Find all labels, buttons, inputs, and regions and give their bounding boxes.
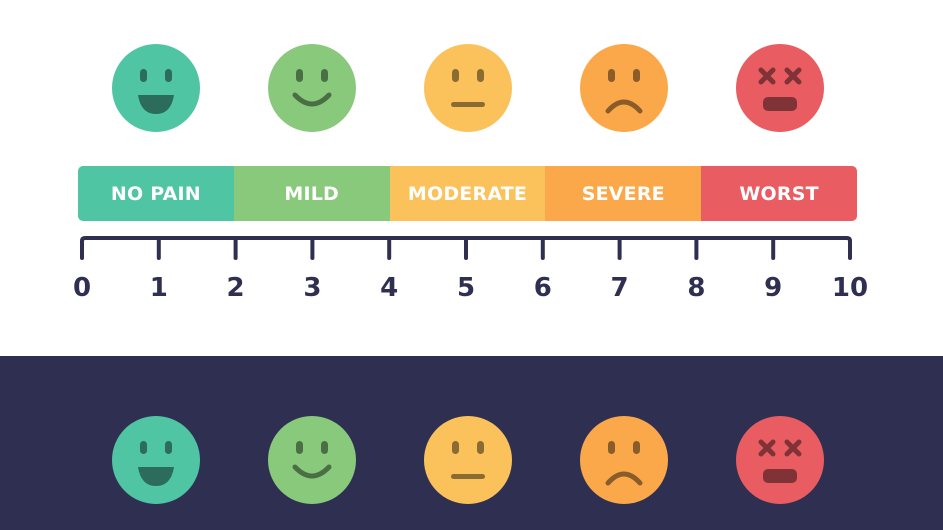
neutral-face-icon	[423, 415, 513, 505]
smiling-face-icon	[267, 415, 357, 505]
tick-label: 9	[764, 273, 782, 303]
very-happy-face-icon	[111, 43, 201, 133]
tick-label: 4	[380, 273, 398, 303]
very-happy-face-icon	[111, 415, 201, 505]
smiling-face-icon	[267, 43, 357, 133]
tick-label: 5	[457, 273, 475, 303]
segment-no-pain: NO PAIN	[78, 166, 234, 221]
tick-label: 8	[687, 273, 705, 303]
tick-label: 0	[73, 273, 91, 303]
neutral-face-icon	[423, 43, 513, 133]
tick-label: 1	[150, 273, 168, 303]
tick-label: 7	[611, 273, 629, 303]
sad-face-icon	[579, 43, 669, 133]
segment-worst: WORST	[701, 166, 857, 221]
tick-label: 3	[303, 273, 321, 303]
tick-label: 10	[832, 273, 868, 303]
tick-label: 2	[227, 273, 245, 303]
dizzy-face-icon	[735, 43, 825, 133]
dizzy-face-icon	[735, 415, 825, 505]
segment-moderate: MODERATE	[389, 166, 546, 221]
bottom-panel	[0, 356, 943, 530]
segment-severe: SEVERE	[545, 166, 702, 221]
top-panel: NO PAIN MILD MODERATE SEVERE WORST 0 1 2 3 4…	[72, 43, 869, 303]
segment-mild: MILD	[233, 166, 390, 221]
pain-level-bar: NO PAIN MILD MODERATE SEVERE WORST	[78, 166, 857, 221]
number-scale: 0 1 2 3 4 5 6 7 8 9 10	[73, 236, 868, 303]
tick-label: 6	[534, 273, 552, 303]
sad-face-icon	[579, 415, 669, 505]
